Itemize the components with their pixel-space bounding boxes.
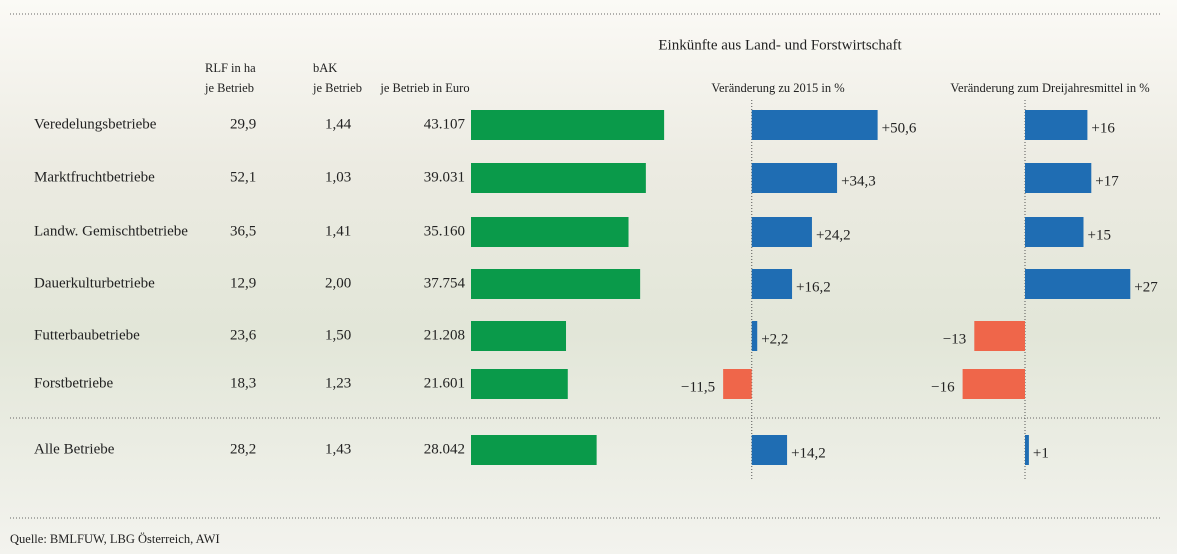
bar [752, 321, 757, 351]
row-label: Forstbetriebe [34, 375, 113, 391]
value-label: 21.208 [424, 327, 465, 343]
value-label: +2,2 [761, 331, 788, 347]
header: bAK [313, 61, 337, 75]
rlf-value: 23,6 [230, 327, 257, 343]
rlf-value: 18,3 [230, 375, 256, 391]
bar [752, 163, 837, 193]
bar [1025, 110, 1087, 140]
chart-title: Veränderung zum Dreijahresmittel in % [950, 81, 1149, 95]
bak-value: 1,03 [325, 169, 351, 185]
bar [752, 435, 787, 465]
bak-value: 1,43 [325, 441, 351, 457]
bak-value: 1,44 [325, 116, 352, 132]
bar [752, 269, 792, 299]
bar [1025, 269, 1130, 299]
bar [471, 269, 640, 299]
bak-value: 1,50 [325, 327, 351, 343]
value-label: −11,5 [681, 379, 715, 395]
value-label: +1 [1033, 445, 1049, 461]
bak-value: 1,41 [325, 223, 351, 239]
chart: Einkünfte aus Land- und Forstwirtschaft … [0, 0, 1177, 554]
value-label: 21.601 [424, 375, 465, 391]
value-label: +50,6 [882, 120, 917, 136]
value-label: +16 [1091, 120, 1115, 136]
rlf-value: 52,1 [230, 169, 256, 185]
group-title: Einkünfte aus Land- und Forstwirtschaft [658, 37, 902, 53]
header: je Betrieb [312, 81, 362, 95]
bar [471, 217, 629, 247]
value-label: +27 [1134, 279, 1158, 295]
value-label: 43.107 [424, 116, 466, 132]
value-label: +14,2 [791, 445, 826, 461]
rlf-value: 28,2 [230, 441, 256, 457]
rlf-value: 36,5 [230, 223, 256, 239]
bak-value: 2,00 [325, 275, 351, 291]
value-label: +17 [1095, 173, 1119, 189]
bar [974, 321, 1025, 351]
value-label: −16 [931, 379, 955, 395]
value-label: 35.160 [424, 223, 465, 239]
value-label: +24,2 [816, 227, 851, 243]
row-label: Veredelungsbetriebe [34, 116, 157, 132]
value-label: +15 [1088, 227, 1111, 243]
page: {"group_title":"Einkünfte aus Land- und … [0, 0, 1177, 554]
value-label: 28.042 [424, 441, 465, 457]
bak-value: 1,23 [325, 375, 351, 391]
rlf-value: 29,9 [230, 116, 256, 132]
bar [471, 369, 568, 399]
bar [1025, 163, 1091, 193]
chart-title: Veränderung zu 2015 in % [711, 81, 844, 95]
rlf-value: 12,9 [230, 275, 256, 291]
row-label: Marktfruchtbetriebe [34, 169, 155, 185]
bar [1025, 435, 1029, 465]
value-label: 39.031 [424, 169, 465, 185]
row-label: Futterbaubetriebe [34, 327, 140, 343]
bar [471, 435, 597, 465]
chart-title: je Betrieb in Euro [379, 81, 469, 95]
bar [471, 110, 664, 140]
bar [752, 110, 878, 140]
source: Quelle: BMLFUW, LBG Österreich, AWI [10, 532, 220, 546]
bar [471, 163, 646, 193]
bar [471, 321, 566, 351]
bar [723, 369, 752, 399]
row-label: Landw. Gemischtbetriebe [34, 223, 188, 239]
bar [963, 369, 1025, 399]
value-label: +34,3 [841, 173, 876, 189]
header: RLF in ha [205, 61, 256, 75]
bar [1025, 217, 1084, 247]
row-label: Alle Betriebe [34, 441, 115, 457]
value-label: −13 [943, 331, 966, 347]
header: je Betrieb [204, 81, 254, 95]
row-label: Dauerkulturbetriebe [34, 275, 155, 291]
value-label: +16,2 [796, 279, 831, 295]
value-label: 37.754 [424, 275, 466, 291]
bar [752, 217, 812, 247]
